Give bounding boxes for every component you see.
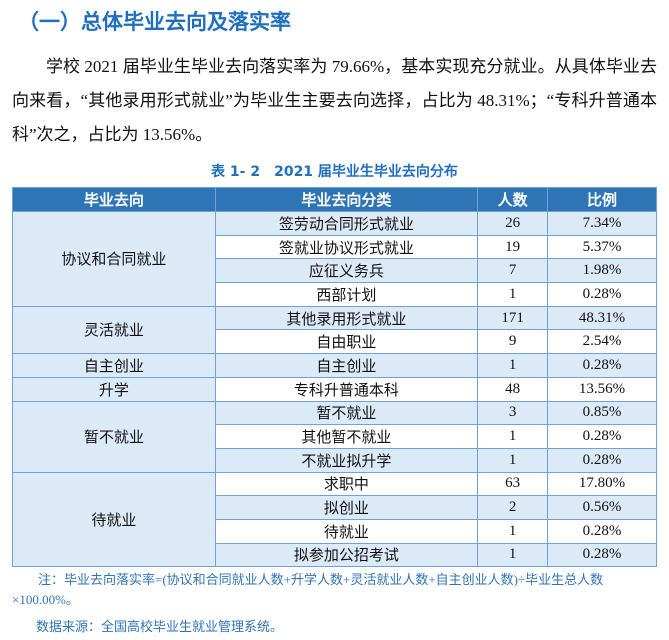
- source: 数据来源：全国高校毕业生就业管理系统。: [36, 619, 284, 634]
- table-cell: 9: [477, 329, 549, 355]
- table-row: 协议和合同就业 签劳动合同形式就业 26 7.34%: [12, 211, 657, 307]
- table-cell: 0.28%: [547, 353, 657, 378]
- group-cell: 暂不就业: [12, 400, 216, 473]
- table-cell: 自主创业: [214, 353, 479, 378]
- table-cell: 48.31%: [547, 305, 657, 331]
- table-cell: 0.28%: [547, 542, 657, 568]
- group-cell: 待就业: [12, 471, 216, 568]
- header-cell: 毕业去向: [12, 187, 216, 212]
- table-cell: 签就业协议形式就业: [214, 234, 479, 260]
- table-cell: 1: [477, 282, 549, 307]
- table-cell: 1: [477, 424, 549, 449]
- table-cell: 19: [477, 234, 549, 260]
- table-cell: 西部计划: [214, 282, 479, 307]
- table-cell: 1: [477, 518, 549, 544]
- table-cell: 7.34%: [547, 211, 657, 236]
- table-row: 不就业拟升学 1 0.28%: [13, 447, 657, 473]
- table-row: 签就业协议形式就业 19 5.37%: [13, 234, 657, 260]
- table-cell: 26: [477, 211, 549, 236]
- table-cell: 1.98%: [547, 258, 657, 284]
- header-cell: 人数: [477, 187, 549, 212]
- group-cell: 升学: [12, 376, 216, 402]
- table-cell: 3: [477, 400, 549, 426]
- table-caption: 表 1- 2 2021 届毕业生毕业去向分布: [211, 164, 458, 180]
- table-cell: 其他录用形式就业: [214, 305, 479, 331]
- paragraph: 学校 2021 届毕业生毕业去向落实率为 79.66%，基本实现充分就业。从具体…: [12, 57, 657, 144]
- table-cell: 其他暂不就业: [214, 424, 479, 449]
- header-cell: 比例: [547, 187, 657, 212]
- table-cell: 5.37%: [547, 234, 657, 260]
- table-cell: 签劳动合同形式就业: [214, 211, 479, 236]
- table-cell: 48: [477, 376, 549, 402]
- table-cell: 17.80%: [547, 471, 657, 497]
- table-cell: 2: [477, 495, 549, 520]
- table-cell: 0.28%: [547, 424, 657, 449]
- table-cell: 0.28%: [547, 282, 657, 307]
- table-row: 其他暂不就业 1 0.28%: [13, 424, 657, 449]
- section-heading: （一）总体毕业去向及落实率: [18, 10, 291, 34]
- table-cell: 0.28%: [547, 518, 657, 544]
- table-row: 升学 专科升普通本科 48 13.56%: [12, 376, 657, 402]
- table-cell: 2.54%: [547, 329, 657, 355]
- group-cell: 灵活就业: [12, 305, 216, 355]
- table-cell: 专科升普通本科: [214, 376, 479, 402]
- group-cell: 协议和合同就业: [12, 211, 216, 307]
- table-cell: 待就业: [214, 518, 479, 544]
- table-row: 灵活就业 其他录用形式就业 171 48.31%: [12, 305, 657, 355]
- table-cell: 求职中: [214, 471, 479, 497]
- table-row: 拟创业 2 0.56%: [13, 495, 657, 520]
- table-cell: 0.56%: [547, 495, 657, 520]
- table-row: 自主创业 自主创业 1 0.28%: [12, 353, 657, 378]
- table-cell: 自由职业: [214, 329, 479, 355]
- table-cell: 1: [477, 447, 549, 473]
- table-row: 自由职业 9 2.54%: [13, 329, 657, 355]
- table-cell: 不就业拟升学: [214, 447, 479, 473]
- table-cell: 7: [477, 258, 549, 284]
- table-cell: 171: [477, 305, 549, 331]
- table-cell: 1: [477, 542, 549, 568]
- table-cell: 13.56%: [547, 376, 657, 402]
- table-row: 拟参加公招考试 1 0.28%: [13, 542, 657, 568]
- table-row: 西部计划 1 0.28%: [13, 282, 657, 307]
- table-row: 暂不就业 暂不就业 3 0.85%: [12, 400, 657, 473]
- header-row: 毕业去向 毕业去向分类 人数 比例: [12, 187, 657, 212]
- header-cell: 毕业去向分类: [214, 187, 479, 212]
- table-cell: 应征义务兵: [214, 258, 479, 284]
- table-cell: 拟创业: [214, 495, 479, 520]
- table-row: 应征义务兵 7 1.98%: [13, 258, 657, 284]
- table-cell: 暂不就业: [214, 400, 479, 426]
- table-cell: 0.28%: [547, 447, 657, 473]
- group-cell: 自主创业: [12, 353, 216, 378]
- table-cell: 1: [477, 353, 549, 378]
- table-row: 待就业 求职中 63 17.80%: [12, 471, 657, 568]
- table: 毕业去向 毕业去向分类 人数 比例 协议和合同就业 签劳动合同形式就业 26 7.34% 签就业…: [12, 187, 657, 568]
- table-cell: 拟参加公招考试: [214, 542, 479, 568]
- table-cell: 63: [477, 471, 549, 497]
- note: 注：毕业去向落实率=(协议和合同就业人数+升学人数+灵活就业人数+自主创业人数)…: [12, 572, 604, 607]
- table-cell: 0.85%: [547, 400, 657, 426]
